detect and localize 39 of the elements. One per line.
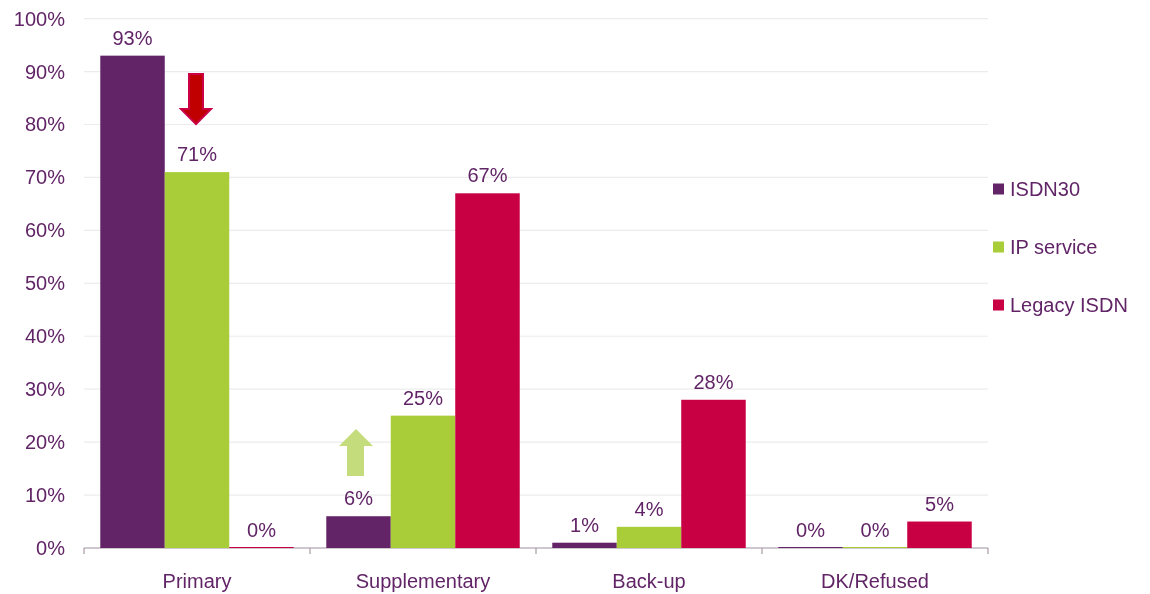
data-label: 25% <box>402 386 444 409</box>
data-label: 6% <box>344 487 374 510</box>
y-tick-label: 0% <box>36 537 66 559</box>
legend-label: Legacy ISDN <box>1010 294 1128 316</box>
data-label: 4% <box>634 497 664 520</box>
bar <box>455 193 520 548</box>
y-tick-label: 30% <box>24 378 66 401</box>
data-label: 71% <box>176 143 218 166</box>
bar <box>100 55 165 548</box>
bar <box>390 415 456 548</box>
data-label: 0% <box>860 519 890 541</box>
x-tick-label: Primary <box>162 570 232 592</box>
data-label: 5% <box>925 492 955 515</box>
y-tick-label: 60% <box>24 219 66 242</box>
y-tick-label: 10% <box>24 484 66 507</box>
bar <box>616 526 682 548</box>
x-tick-label: Back-up <box>612 570 686 592</box>
y-tick-label: 40% <box>24 325 66 348</box>
y-tick-label: 100% <box>13 7 66 30</box>
bar <box>552 542 617 548</box>
legend-label: ISDN30 <box>1010 178 1081 200</box>
bar <box>681 399 746 548</box>
y-tick-label: 90% <box>24 60 66 83</box>
data-label: 67% <box>467 164 508 187</box>
data-label: 28% <box>693 370 734 393</box>
y-tick-label: 20% <box>24 431 66 454</box>
bar <box>907 521 972 548</box>
x-tick-label: Supplementary <box>355 570 491 592</box>
bar <box>164 172 230 548</box>
data-label: 0% <box>796 519 826 541</box>
data-label: 0% <box>247 519 277 541</box>
y-tick-label: 80% <box>24 113 66 136</box>
bar <box>326 516 391 548</box>
data-label: 1% <box>570 513 600 536</box>
y-tick-label: 50% <box>24 272 66 295</box>
legend-label: IP service <box>1010 236 1098 258</box>
data-label: 93% <box>112 26 153 49</box>
x-tick-label: DK/Refused <box>821 570 929 592</box>
y-tick-label: 70% <box>24 166 66 189</box>
